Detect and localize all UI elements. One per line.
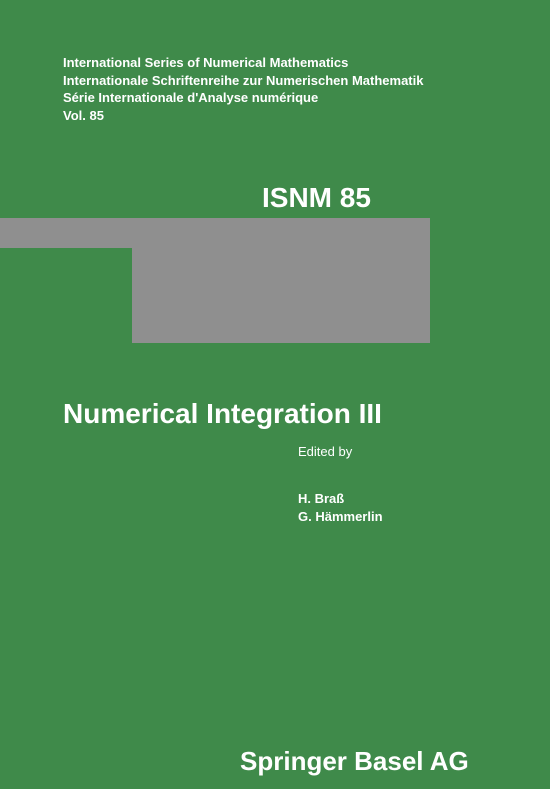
book-title: Numerical Integration III (63, 398, 382, 430)
series-line-2: Internationale Schriftenreihe zur Numeri… (63, 72, 423, 90)
series-heading: International Series of Numerical Mathem… (63, 54, 423, 124)
decor-block (132, 248, 430, 343)
decor-bar-top (0, 218, 430, 248)
book-cover: International Series of Numerical Mathem… (0, 0, 550, 789)
publisher: Springer Basel AG (240, 746, 469, 777)
editors-list: H. Braß G. Hämmerlin (298, 490, 383, 526)
series-line-1: International Series of Numerical Mathem… (63, 54, 423, 72)
series-line-3: Série Internationale d'Analyse numérique (63, 89, 423, 107)
isnm-label: ISNM 85 (262, 182, 371, 214)
editor-2: G. Hämmerlin (298, 508, 383, 526)
series-volume: Vol. 85 (63, 107, 423, 125)
editor-1: H. Braß (298, 490, 383, 508)
edited-by-label: Edited by (298, 444, 352, 459)
